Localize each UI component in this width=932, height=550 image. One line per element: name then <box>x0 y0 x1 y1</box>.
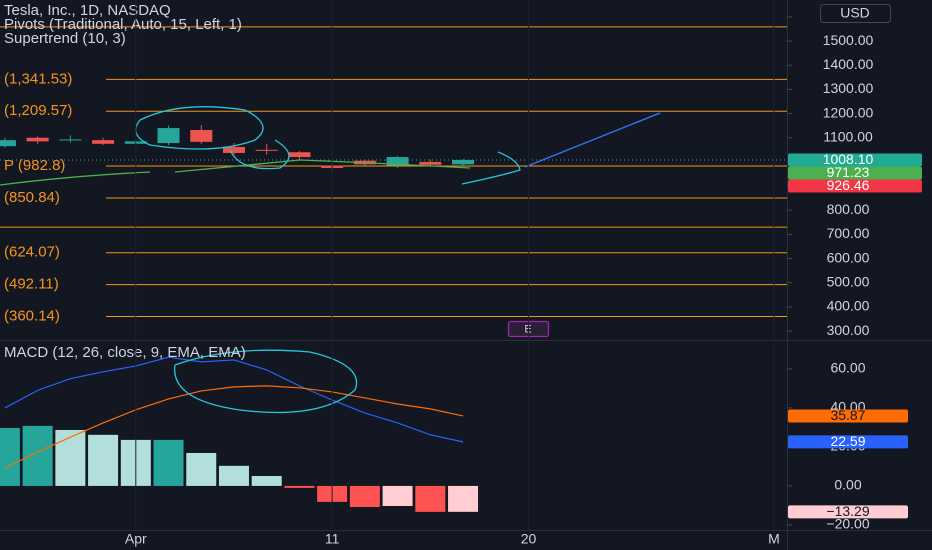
candle-body <box>288 152 311 158</box>
price-tag-label: 35.87 <box>830 407 865 423</box>
pivot-label: (624.07) <box>4 244 60 261</box>
y-tick-label: 0.00 <box>834 477 861 493</box>
chart-title: Tesla, Inc., 1D, NASDAQ <box>4 2 171 19</box>
histogram-bar <box>415 485 446 512</box>
y-tick-label: 1300.00 <box>823 80 874 96</box>
histogram-bar <box>186 452 217 486</box>
histogram-bar <box>218 465 249 486</box>
y-tick-label: −20.00 <box>826 516 869 532</box>
price-tag-label: 1008.10 <box>823 151 874 167</box>
candle-body <box>190 130 213 142</box>
pivot-label: (492.11) <box>4 276 59 293</box>
trend-line <box>524 112 661 168</box>
histogram-bar <box>22 425 53 486</box>
pivot-label-bg <box>0 189 106 206</box>
histogram-bar <box>448 485 479 512</box>
y-tick-label: 1200.00 <box>823 104 874 120</box>
pivot-label-bg <box>0 71 106 88</box>
y-tick-label: 1100.00 <box>823 128 873 144</box>
x-tick-label: Apr <box>125 531 147 547</box>
indicator-legend: Pivots (Traditional, Auto, 15, Left, 1) <box>4 16 242 33</box>
candle-body <box>26 137 49 142</box>
price-tag-label: 926.46 <box>827 177 870 193</box>
macd-line <box>4 356 464 443</box>
x-tick-label: M <box>768 531 780 547</box>
macd-line <box>4 385 464 469</box>
supertrend-line <box>0 171 151 186</box>
y-tick-label: 300.00 <box>827 322 870 338</box>
candle-body <box>0 140 16 147</box>
price-tag <box>788 409 908 423</box>
pivot-label-bg <box>0 103 106 120</box>
histogram-bar <box>0 428 20 486</box>
price-tag-label: 971.23 <box>827 164 870 180</box>
circle-drawing <box>174 349 358 414</box>
pivot-label: (1,209.57) <box>4 102 72 119</box>
price-tag <box>788 505 908 519</box>
price-tag <box>788 435 908 449</box>
candle-body <box>222 146 245 153</box>
histogram-bar <box>382 485 413 507</box>
circle-drawing <box>135 106 264 150</box>
y-tick-label: 400.00 <box>827 298 870 314</box>
y-tick-label: 1400.00 <box>823 56 874 72</box>
macd-title: MACD (12, 26, close, 9, EMA, EMA) <box>4 344 246 361</box>
price-tag-label: −13.29 <box>826 503 869 519</box>
candle-body <box>92 140 115 144</box>
pivot-label-bg <box>0 276 106 293</box>
pivot-label: (850.84) <box>4 189 60 206</box>
price-tag <box>788 179 922 193</box>
pivot-label-bg <box>0 244 106 261</box>
circle-drawing <box>229 139 290 170</box>
pivot-label-bg <box>0 308 106 325</box>
y-tick-label: 700.00 <box>827 225 870 241</box>
y-tick-label: 500.00 <box>827 273 870 289</box>
histogram-bar <box>284 485 315 488</box>
y-tick-label: 800.00 <box>827 201 870 217</box>
price-pane: 300.00400.00500.00600.00700.00800.00900.… <box>0 8 922 338</box>
candle-body <box>59 139 82 141</box>
curve-drawing <box>461 151 521 185</box>
candle-body <box>419 161 442 165</box>
y-tick-label: 600.00 <box>827 249 870 265</box>
price-tag-label: 22.59 <box>830 433 865 449</box>
pivot-label: (1,341.53) <box>4 70 72 87</box>
histogram-bar <box>251 475 282 486</box>
indicator-legend: Supertrend (10, 3) <box>4 30 126 47</box>
pivot-label: P (982.8) <box>4 157 65 174</box>
histogram-bar <box>153 439 184 486</box>
x-tick-label: 11 <box>325 531 340 547</box>
candle-body <box>157 128 180 144</box>
candle-body <box>255 149 278 151</box>
price-tag <box>788 166 922 180</box>
y-tick-label: 60.00 <box>830 360 865 376</box>
histogram-bar <box>88 434 119 486</box>
candle-body <box>386 157 409 166</box>
drawings <box>0 106 661 414</box>
x-tick-label: 20 <box>521 531 537 547</box>
y-tick-label: 1500.00 <box>823 32 874 48</box>
supertrend-line <box>174 159 471 173</box>
price-tag <box>788 153 922 167</box>
pivot-label-bg <box>0 158 106 175</box>
currency: USD <box>840 5 870 21</box>
currency-box[interactable] <box>820 4 891 23</box>
pivot-label: (360.14) <box>4 307 60 324</box>
histogram-bar <box>349 485 380 507</box>
histogram-bar <box>55 429 86 486</box>
candle-body <box>452 159 475 165</box>
